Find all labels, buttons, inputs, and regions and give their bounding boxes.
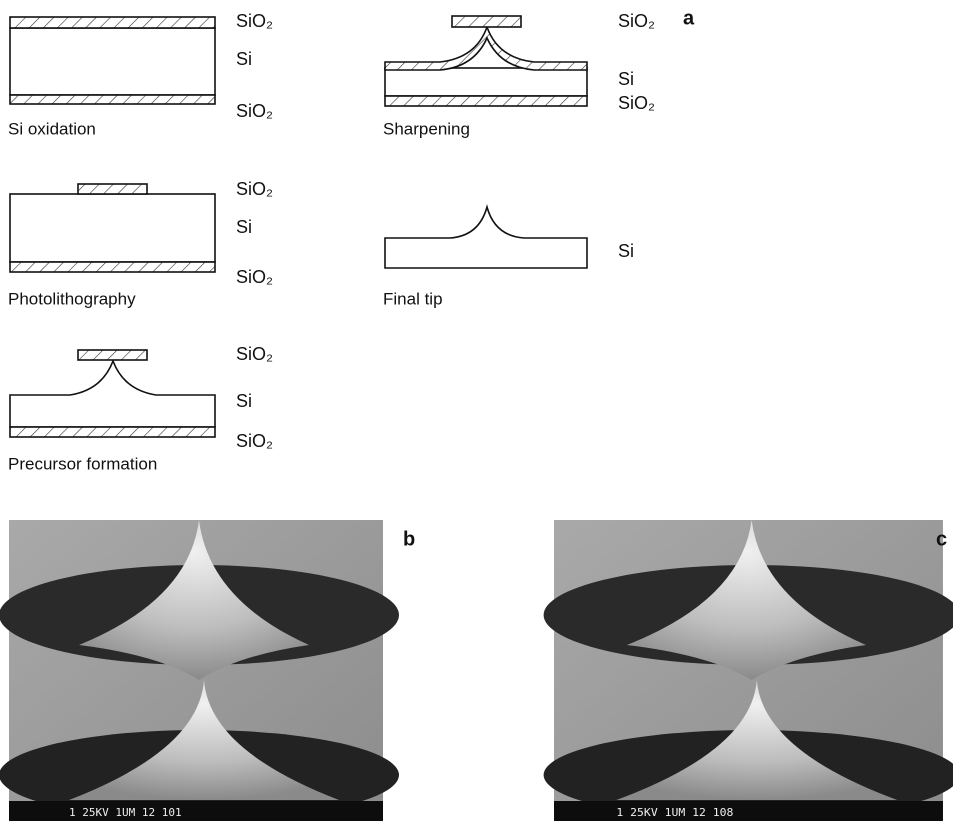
panel-letter: b xyxy=(403,528,415,550)
step-oxidation: SiO₂ Si SiO₂ Si oxidation xyxy=(8,11,273,139)
panel-letter: a xyxy=(683,7,695,29)
caption: Final tip xyxy=(383,289,443,308)
layer-label: SiO₂ xyxy=(236,431,273,451)
layer-label: SiO₂ xyxy=(236,179,273,199)
caption: Si oxidation xyxy=(8,119,96,138)
caption: Photolithography xyxy=(8,289,136,308)
sem-image-b: 1 25KV 1UM 12 101 xyxy=(0,520,399,821)
layer-label: SiO₂ xyxy=(618,11,655,31)
layer-label: SiO₂ xyxy=(236,101,273,121)
layer-label: SiO₂ xyxy=(236,267,273,287)
layer-label: Si xyxy=(236,217,252,237)
layer-label: SiO₂ xyxy=(618,93,655,113)
layer-label: Si xyxy=(236,49,252,69)
caption: Sharpening xyxy=(383,119,470,138)
page: {"panel_a": {"label": "a", "steps": [ {"… xyxy=(0,0,953,821)
caption: Precursor formation xyxy=(8,454,157,473)
image-footer: 1 25KV 1UM 12 101 xyxy=(69,806,182,819)
layer-label: SiO₂ xyxy=(236,344,273,364)
image-footer: 1 25KV 1UM 12 108 xyxy=(616,806,733,819)
panel-letter: c xyxy=(936,528,947,550)
layer-label: Si xyxy=(236,391,252,411)
step-sharpening: SiO₂ Si SiO₂ Sharpening a xyxy=(383,7,695,138)
figure: SiO₂ Si SiO₂ Si oxidation SiO₂ Si SiO₂ P… xyxy=(0,0,953,821)
layer-label: SiO₂ xyxy=(236,11,273,31)
layer-label: Si xyxy=(618,69,634,89)
step-precursor: SiO₂ Si SiO₂ Precursor formation xyxy=(8,344,273,474)
layer-label: Si xyxy=(618,241,634,261)
sem-image-c: 1 25KV 1UM 12 108 xyxy=(544,520,953,821)
step-photolithography: SiO₂ Si SiO₂ Photolithography xyxy=(8,179,273,309)
step-final: Si Final tip xyxy=(383,207,634,308)
